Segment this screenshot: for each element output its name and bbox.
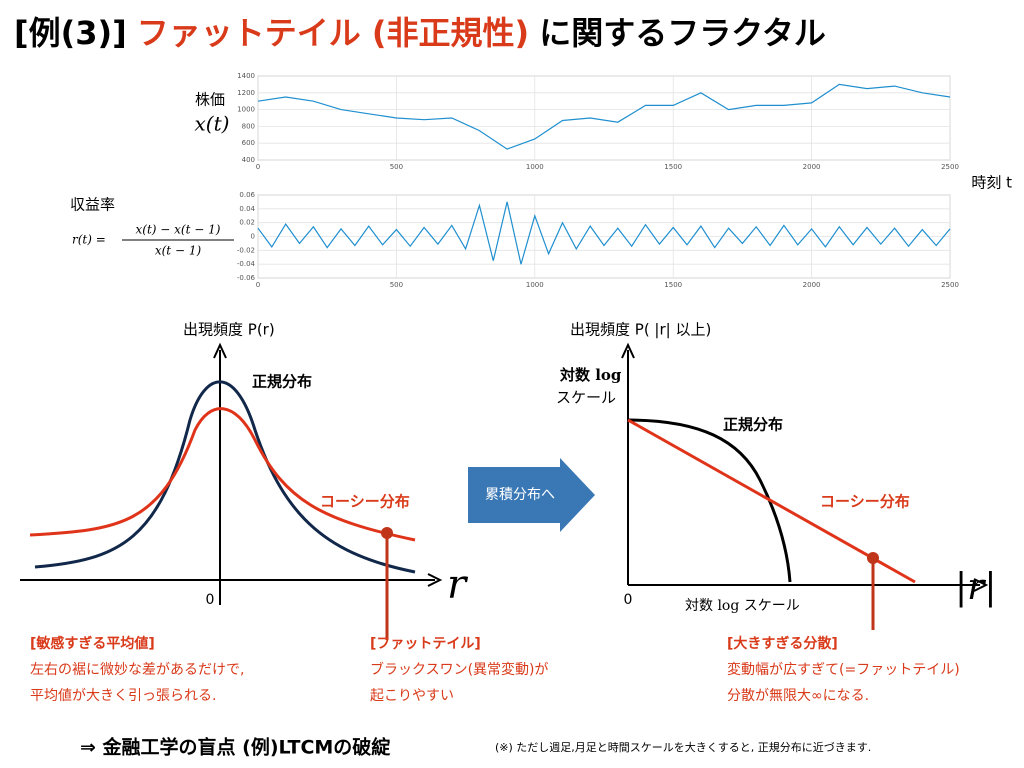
normal-curve: [627, 418, 792, 583]
arrow-head: [213, 342, 227, 359]
normal-label: 正規分布: [252, 373, 312, 391]
normal-label: 正規分布: [723, 416, 783, 434]
cauchy-curve: [29, 407, 416, 542]
series-line: [257, 201, 951, 265]
y-tick-label: 1200: [237, 89, 255, 97]
left-diagram: 出現頻度 P(r) 正規分布 コーシー分布 0 r: [20, 321, 469, 640]
axis-label: r: [447, 562, 469, 608]
y-log-label: スケール: [556, 389, 616, 407]
x-tick-label: 2000: [803, 163, 821, 171]
note-line: 左右の裾に微妙な差があるだけで,: [30, 662, 244, 678]
return-label: 収益率: [70, 196, 115, 214]
formula-numerator: x(t) − x(t − 1): [136, 223, 221, 237]
formula-denominator: x(t − 1): [155, 244, 202, 258]
x-log-label: 対数 log スケール: [685, 598, 800, 614]
conclusion: ⇒ 金融工学の盲点 (例)LTCMの破綻: [80, 736, 391, 759]
x-label: 時刻 t: [971, 174, 1012, 192]
cauchy-line: [627, 418, 916, 584]
note-line: 平均値が大きく引っ張られる.: [30, 688, 216, 704]
x-tick-label: 0: [256, 281, 260, 289]
note-title: [ファットテイル]: [370, 636, 481, 652]
note-line: 変動幅が広すぎて(=ファットテイル): [727, 661, 960, 678]
price-label: 株価: [195, 91, 225, 109]
note-title: [敏感すぎる平均値]: [30, 635, 155, 652]
x-tick-label: 1000: [526, 281, 544, 289]
x-tick-label: 0: [256, 163, 260, 171]
cauchy-label: コーシー分布: [320, 493, 410, 511]
y-tick-label: -0.04: [237, 260, 256, 268]
title-prefix: [例(3)]: [14, 14, 127, 52]
x-tick-label: 500: [390, 281, 403, 289]
series-line: [257, 83, 951, 150]
note-line: ブラックスワン(異常変動)が: [370, 661, 549, 678]
tail-dot: [867, 552, 879, 564]
cauchy-label: コーシー分布: [820, 493, 910, 511]
y-tick-label: 0: [251, 233, 255, 241]
y-tick-label: 0.04: [239, 205, 255, 213]
arrow-label: 累積分布へ: [485, 487, 555, 503]
title-suffix: に関するフラクタル: [539, 14, 826, 52]
note-title: [大きすぎる分散]: [727, 635, 838, 652]
title-highlight: ファットテイル (非正規性): [137, 14, 529, 52]
y-tick-label: 1000: [237, 106, 255, 114]
right-diagram: 出現頻度 P( |r| 以上) 対数 log スケール 正規分布 コーシー分布 …: [556, 321, 996, 630]
footnote: (※) ただし週足,月足と時間スケールを大きくすると, 正規分布に近づきます.: [495, 740, 871, 754]
plot-frame: [257, 75, 951, 161]
price-symbol: x(t): [195, 112, 230, 136]
y-tick-label: 600: [242, 139, 255, 147]
normal-curve: [34, 380, 416, 574]
formula-lhs: r(t) =: [72, 233, 106, 247]
arrow-head: [621, 342, 635, 359]
y-tick-label: -0.06: [237, 274, 256, 282]
y-label: 出現頻度 P(r): [183, 321, 275, 339]
transform-arrow: [468, 458, 595, 532]
title: [例(3)] ファットテイル (非正規性) に関するフラクタル: [14, 14, 826, 52]
y-label: 出現頻度 P( |r| 以上): [570, 321, 711, 339]
y-log-label: 対数 log: [559, 366, 622, 384]
x-tick-label: 2500: [941, 281, 959, 289]
axis-label: |r|: [955, 567, 996, 608]
note-line: 起こりやすい: [370, 688, 454, 704]
notes: [敏感すぎる平均値] 左右の裾に微妙な差があるだけで, 平均値が大きく引っ張られ…: [30, 635, 960, 704]
y-tick-label: -0.02: [237, 246, 255, 254]
tail-dot: [381, 527, 393, 539]
x-tick-label: 500: [390, 163, 403, 171]
x-tick-label: 1500: [664, 281, 682, 289]
x-tick-label: 2000: [803, 281, 821, 289]
arrow-head: [427, 573, 443, 587]
y-tick-label: 800: [242, 122, 255, 130]
note-line: 分散が無限大∞になる.: [727, 688, 869, 704]
y-tick-label: 1400: [237, 72, 255, 80]
origin: 0: [624, 592, 633, 608]
arrow-head: [973, 578, 989, 592]
y-tick-label: 0.06: [239, 191, 255, 199]
origin: 0: [206, 592, 215, 608]
x-tick-label: 2500: [941, 163, 959, 171]
x-tick-label: 1500: [664, 163, 682, 171]
y-tick-label: 400: [242, 156, 255, 164]
y-tick-label: 0.02: [239, 219, 255, 227]
x-tick-label: 1000: [526, 163, 544, 171]
